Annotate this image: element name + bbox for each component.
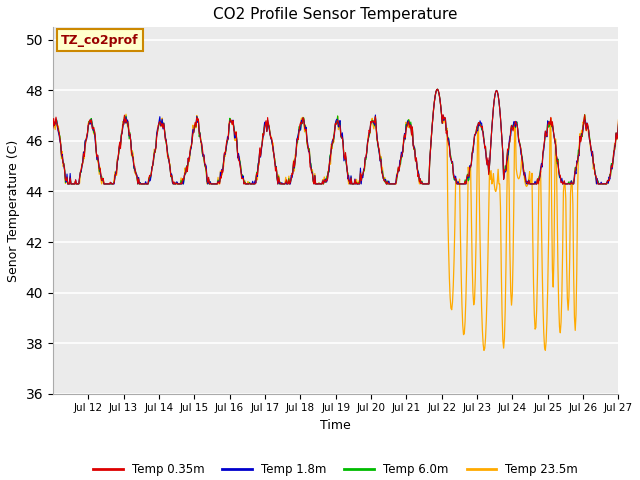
Title: CO2 Profile Sensor Temperature: CO2 Profile Sensor Temperature xyxy=(213,7,458,22)
X-axis label: Time: Time xyxy=(320,419,351,432)
Legend: Temp 0.35m, Temp 1.8m, Temp 6.0m, Temp 23.5m: Temp 0.35m, Temp 1.8m, Temp 6.0m, Temp 2… xyxy=(88,458,583,480)
Y-axis label: Senor Temperature (C): Senor Temperature (C) xyxy=(7,139,20,282)
Text: TZ_co2prof: TZ_co2prof xyxy=(61,34,139,47)
